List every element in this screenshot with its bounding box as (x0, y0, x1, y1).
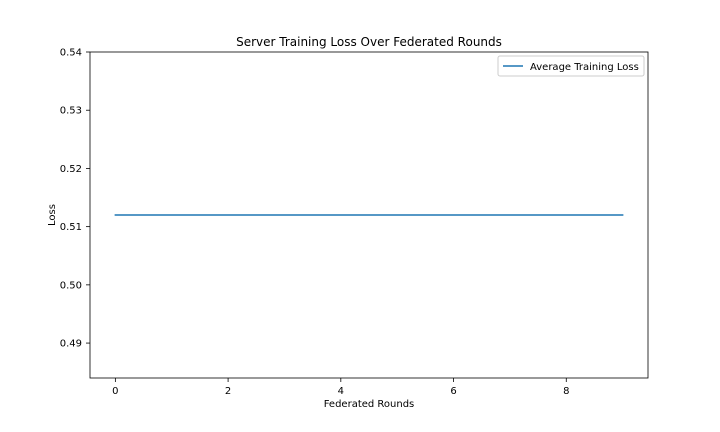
y-axis-label: Loss (47, 204, 58, 226)
legend: Average Training Loss (497, 55, 645, 77)
y-axis-ticks: 0.49 0.50 0.51 0.52 0.53 0.54 (60, 48, 90, 350)
legend-box (497, 55, 645, 77)
y-tick-label: 0.54 (60, 48, 82, 59)
x-tick-label: 4 (338, 386, 344, 397)
x-axis-ticks: 0 2 4 6 8 (112, 378, 569, 397)
x-axis-label: Federated Rounds (324, 399, 415, 410)
legend-label: Average Training Loss (530, 62, 639, 73)
x-tick-label: 2 (225, 386, 231, 397)
plot-frame (89, 51, 649, 379)
y-tick-label: 0.51 (60, 222, 82, 233)
y-tick-label: 0.53 (60, 106, 82, 117)
y-tick-label: 0.49 (60, 339, 82, 350)
chart-title: Server Training Loss Over Federated Roun… (236, 35, 502, 49)
x-tick-label: 6 (450, 386, 456, 397)
y-tick-label: 0.50 (60, 280, 82, 291)
y-tick-label: 0.52 (60, 164, 82, 175)
x-tick-label: 8 (563, 386, 569, 397)
x-tick-label: 0 (112, 386, 118, 397)
